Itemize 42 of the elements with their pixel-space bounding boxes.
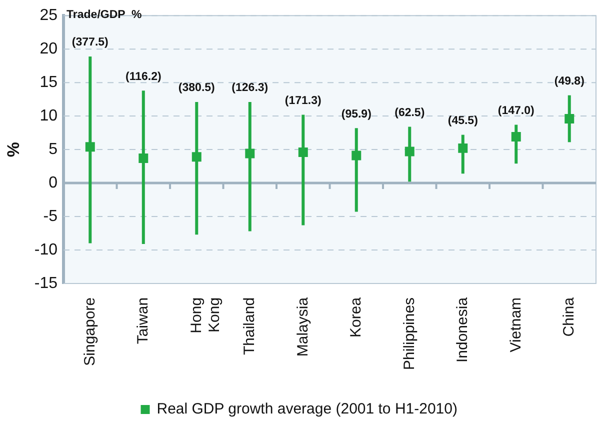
annotation: (171.3) <box>284 94 322 107</box>
point <box>352 150 362 160</box>
y-tick-label: -15 <box>34 274 58 292</box>
annotation: (147.0) <box>498 104 535 117</box>
annotation: (95.9) <box>341 108 372 120</box>
x-tick-label: Vietnam <box>507 297 524 352</box>
point <box>85 142 95 152</box>
point <box>138 153 148 163</box>
x-tick-label: Indonesia <box>454 296 472 363</box>
y-tick-label: 20 <box>40 40 58 58</box>
annotation: (380.5) <box>178 82 216 94</box>
point <box>192 152 202 162</box>
x-tick-label: Philippines <box>400 297 418 370</box>
x-tick-label: Hong Kong <box>188 297 223 334</box>
point <box>404 146 414 156</box>
point <box>458 143 468 153</box>
y-tick-label: -5 <box>43 208 58 225</box>
annotation: (49.8) <box>554 75 585 88</box>
y-tick-label: 25 <box>40 7 58 24</box>
x-tick-label: China <box>560 296 578 337</box>
y-tick-label: 5 <box>48 140 58 158</box>
point <box>564 114 574 124</box>
x-tick-label: Malaysia <box>294 296 312 357</box>
annotation: Trade/GDP % <box>66 8 142 21</box>
point <box>298 147 308 157</box>
annotation: (62.5) <box>394 106 425 119</box>
y-axis-title: % <box>4 142 23 158</box>
x-tick-label: Taiwan <box>134 297 152 344</box>
legend-label: Real GDP growth average (2001 to H1-2010) <box>156 400 458 418</box>
point <box>245 148 255 158</box>
x-tick-label: Korea <box>348 296 365 338</box>
x-tick-label: Singapore <box>81 297 98 366</box>
y-tick-label: 15 <box>40 74 58 91</box>
annotation: (126.3) <box>232 82 268 94</box>
x-tick-label: Thailand <box>241 297 258 355</box>
y-tick-label: 10 <box>40 107 58 124</box>
y-tick-label: -10 <box>34 241 58 258</box>
point <box>511 132 521 142</box>
annotation: (116.2) <box>125 70 162 83</box>
annotation: (45.5) <box>448 114 478 127</box>
y-tick-label: 0 <box>48 174 58 192</box>
annotation: (377.5) <box>72 36 109 49</box>
